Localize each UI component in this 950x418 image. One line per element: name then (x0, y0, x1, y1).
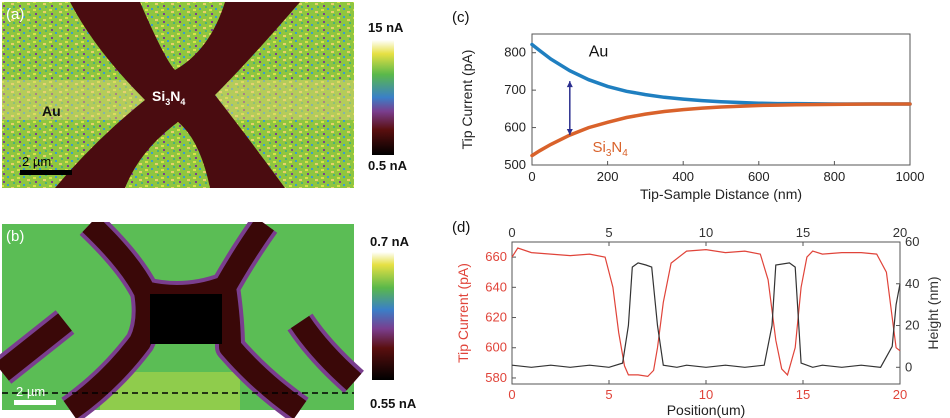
y-tick-label-c: 600 (504, 120, 526, 135)
data-point-c (719, 105, 723, 109)
x-tick-label-d: 10 (699, 387, 713, 402)
data-point-c (662, 95, 666, 99)
colorbar-max-a: 15 nA (368, 20, 404, 35)
data-point-c (625, 89, 628, 93)
scale-bar-label-b: 2 µm (16, 384, 45, 399)
x-tick-label-top-d: 5 (605, 225, 612, 240)
y-tick-label-right-d: 40 (905, 276, 919, 291)
si3n4-channel-a (55, 2, 300, 188)
data-point-c (757, 104, 761, 107)
data-point-c (738, 101, 742, 104)
data-point-c (538, 49, 541, 52)
x-tick-label-c: 1000 (896, 169, 925, 184)
data-point-c (530, 43, 534, 46)
svg-text:Si3N4: Si3N4 (152, 88, 185, 107)
data-point-c (644, 112, 647, 116)
data-point-c (549, 143, 553, 146)
x-tick-label-d: 5 (605, 387, 612, 402)
data-point-c (568, 69, 572, 73)
chart-c: (c) 0 200 400 600 800 1000 500 600 700 800 Tip-Sam… (452, 9, 925, 202)
colorbar-a (372, 40, 394, 155)
data-point-c (606, 120, 609, 124)
y-tick-label-left-d: 660 (485, 249, 507, 264)
chart-d: (d) 005510101515202058060062064066002040… (452, 219, 941, 418)
data-point-c (700, 99, 704, 103)
data-point-c (681, 108, 685, 112)
x-tick-label-c: 600 (748, 169, 770, 184)
series-label-si3n4: Si3N4 (592, 139, 628, 159)
scale-bar-a (20, 170, 72, 175)
arrow-head-bottom (566, 129, 573, 136)
data-point-c (738, 104, 742, 108)
plot-frame-d (511, 241, 901, 385)
arrow-head-top (566, 81, 573, 88)
x-axis-label-d: Position(um) (667, 402, 746, 418)
panel-a: (a) Au Si3N4 2 µm 15 nA 0.5 nA (2, 2, 408, 188)
x-tick-label-d: 15 (796, 387, 810, 402)
data-point-c (795, 103, 798, 107)
y-tick-label-c: 500 (504, 157, 526, 172)
y-tick-label-c: 700 (504, 82, 526, 97)
panel-label-a: (a) (6, 6, 24, 23)
colorbar-min-b: 0.55 nA (370, 396, 417, 411)
material-label-si3n4: Si3N4 (152, 88, 185, 107)
x-tick-label-top-d: 10 (699, 225, 713, 240)
series-current-line (511, 247, 901, 378)
colorbar-b (372, 252, 394, 380)
series-height-line (511, 262, 901, 368)
x-tick-label-c: 0 (528, 169, 535, 184)
data-point-c (587, 78, 591, 82)
data-point-c (530, 154, 534, 158)
x-tick-label-d: 0 (508, 387, 515, 402)
y-tick-label-right-d: 60 (905, 234, 919, 249)
y-axis-label-right-d: Height (nm) (925, 276, 941, 349)
y-axis-label-left-d: Tip Current (pA) (455, 263, 471, 363)
series-label-au: Au (589, 43, 609, 60)
data-point-c (606, 85, 609, 88)
x-tick-label-c: 200 (597, 169, 619, 184)
scale-bar-label-a: 2 µm (22, 154, 51, 169)
data-point-c (662, 110, 666, 113)
y-axis-label-c: Tip Current (pA) (459, 50, 475, 150)
series-si3n4-line (530, 102, 912, 158)
x-tick-label-top-d: 15 (796, 225, 810, 240)
colorbar-min-a: 0.5 nA (368, 158, 408, 173)
y-tick-label-left-d: 620 (485, 310, 507, 325)
y-tick-label-left-d: 600 (485, 340, 507, 355)
panel-b: (b) 2 µm 0.7 nA 0.55 nA (0, 222, 417, 418)
y-tick-label-left-d: 580 (485, 370, 507, 385)
data-point-c (587, 126, 591, 129)
x-tick-label-c: 400 (672, 169, 694, 184)
panel-label-c: (c) (452, 9, 470, 26)
colorbar-max-b: 0.7 nA (370, 234, 410, 249)
x-tick-label-c: 800 (824, 169, 846, 184)
x-tick-label-top-d: 20 (893, 225, 907, 240)
data-point-c (908, 102, 912, 106)
y-tick-label-c: 800 (504, 45, 526, 60)
y-tick-label-right-d: 0 (905, 359, 912, 374)
data-point-c (538, 149, 541, 153)
data-point-c (700, 106, 704, 110)
x-tick-label-top-d: 0 (508, 225, 515, 240)
data-point-c (833, 102, 836, 106)
data-point-c (549, 57, 553, 61)
data-point-c (681, 97, 685, 101)
x-axis-label-c: Tip-Sample Distance (nm) (640, 186, 802, 202)
data-point-c (776, 103, 780, 107)
data-point-c (719, 100, 723, 104)
data-point-c (644, 93, 647, 97)
panel-label-d: (d) (452, 219, 470, 236)
y-tick-label-right-d: 20 (905, 318, 919, 333)
panel-label-b: (b) (6, 228, 24, 245)
x-tick-label-d: 20 (893, 387, 907, 402)
plot-frame-c (531, 33, 911, 166)
material-label-au: Au (42, 103, 61, 119)
y-tick-label-left-d: 640 (485, 279, 507, 294)
data-point-c (870, 102, 874, 106)
scale-bar-b (14, 400, 56, 405)
data-point-c (625, 116, 628, 119)
